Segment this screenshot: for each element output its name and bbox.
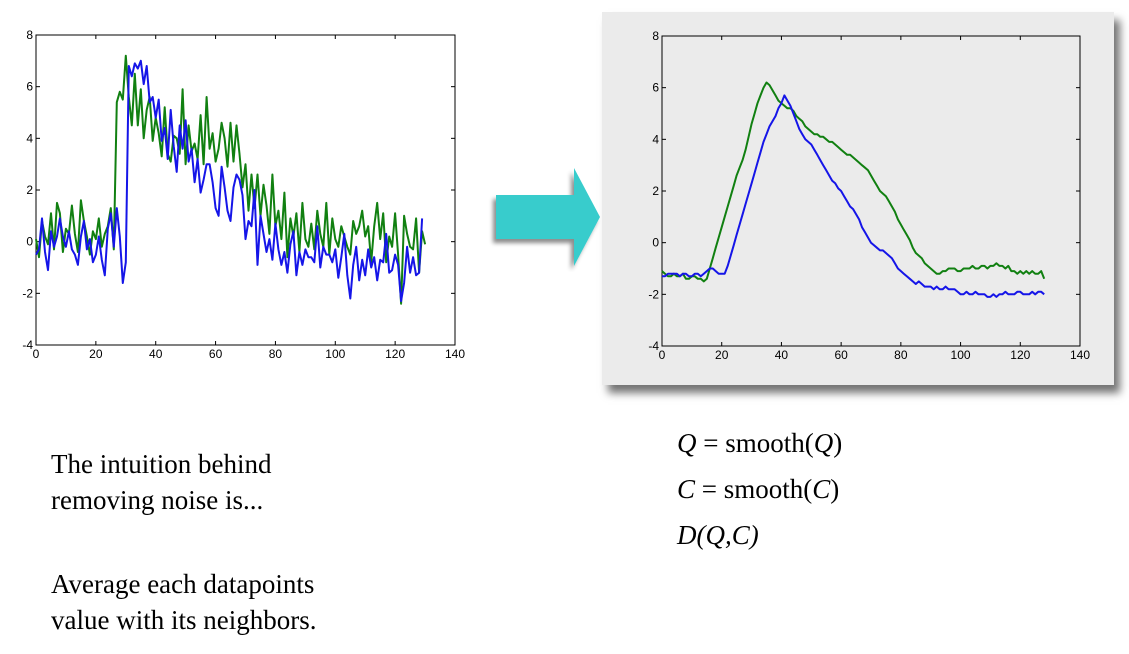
intuition-caption: The intuition behind removing noise is..… [51, 446, 411, 518]
x-tick-label: 40 [775, 348, 789, 362]
formula-c-mid: = smooth( [695, 474, 813, 504]
y-tick-label: 0 [26, 235, 33, 249]
x-tick-label: 60 [834, 348, 848, 362]
average-line-1: Average each datapoints [51, 569, 315, 599]
formula-c-arg: C [812, 474, 831, 504]
formula-q-var: Q [677, 428, 697, 458]
intuition-line-2: removing noise is... [51, 485, 264, 515]
x-tick-label: 0 [33, 347, 40, 361]
formula-smooth-c: C = smooth(C) [677, 466, 842, 512]
x-tick-label: 40 [149, 347, 163, 361]
x-tick-label: 0 [659, 348, 666, 362]
formula-q-close: ) [833, 428, 843, 458]
y-tick-label: 4 [652, 132, 659, 146]
y-tick-label: -4 [648, 339, 659, 353]
y-tick-label: 0 [652, 236, 659, 250]
y-tick-label: 4 [26, 131, 33, 145]
x-tick-label: 60 [209, 347, 223, 361]
formula-c-close: ) [830, 474, 840, 504]
x-tick-label: 80 [894, 348, 908, 362]
y-tick-label: -2 [648, 287, 659, 301]
formula-c-var: C [677, 474, 696, 504]
x-tick-label: 20 [715, 348, 729, 362]
formula-distance: D(Q,C) [677, 512, 842, 558]
y-tick-label: -2 [22, 286, 33, 300]
intuition-line-1: The intuition behind [51, 449, 272, 479]
x-tick-label: 120 [385, 347, 405, 361]
formula-smooth-q: Q = smooth(Q) [677, 420, 842, 466]
x-tick-label: 100 [325, 347, 345, 361]
series-line-green [661, 81, 1046, 283]
average-caption: Average each datapoints value with its n… [51, 566, 431, 638]
y-tick-label: -4 [22, 338, 33, 352]
x-tick-label: 120 [1010, 348, 1030, 362]
plot-area [35, 34, 456, 346]
raw-series-chart: 0 20 40 60 80 100 120 140 -4 -2 0 2 4 6 8 [22, 28, 465, 361]
x-tick-label: 80 [269, 347, 283, 361]
x-tick-label: 140 [445, 347, 465, 361]
formula-q-mid: = smooth( [696, 428, 814, 458]
y-tick-label: 6 [26, 80, 33, 94]
right-arrow-icon [496, 168, 600, 266]
y-tick-label: 2 [26, 183, 33, 197]
smoothed-series-chart: 0 20 40 60 80 100 120 140 -4 -2 0 2 4 6 8 [648, 29, 1090, 362]
y-tick-label: 8 [26, 28, 33, 42]
y-tick-label: 2 [652, 184, 659, 198]
series-line-green [35, 54, 427, 305]
y-tick-label: 8 [652, 29, 659, 43]
series-line-blue [662, 94, 1045, 298]
average-line-2: value with its neighbors. [51, 605, 317, 635]
x-tick-label: 100 [951, 348, 971, 362]
formula-distance-text: D(Q,C) [677, 520, 759, 550]
series-line-blue [35, 59, 424, 303]
formula-q-arg: Q [813, 428, 834, 458]
formulas: Q = smooth(Q) C = smooth(C) D(Q,C) [677, 420, 842, 558]
x-tick-label: 20 [89, 347, 103, 361]
y-tick-label: 6 [652, 81, 659, 95]
x-tick-label: 140 [1070, 348, 1090, 362]
plot-area [661, 35, 1081, 347]
